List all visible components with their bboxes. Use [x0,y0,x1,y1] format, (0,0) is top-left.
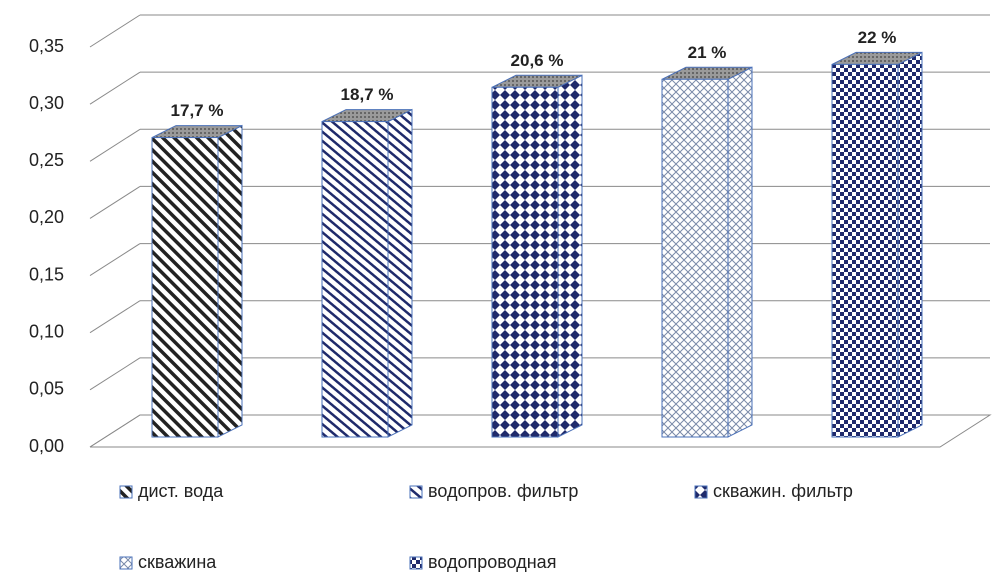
y-tick-label: 0,15 [29,264,64,284]
bar-side [557,74,583,438]
grid-line-side [89,414,141,448]
legend-label: скважин. фильтр [713,481,853,501]
bar [491,86,559,438]
legend-swatch [119,485,133,499]
legend-swatch [694,485,708,499]
bar-annotation: 17,7 % [171,101,224,120]
bar-annotation: 18,7 % [341,85,394,104]
y-tick-label: 0,00 [29,436,64,456]
bar-side [727,66,753,438]
bar [831,63,899,438]
grid-line-side [89,243,141,276]
grid-line-side [89,186,141,219]
bar [151,137,219,438]
bar-side [387,108,413,438]
y-tick-label: 0,30 [29,93,64,113]
bar-side [217,124,243,438]
grid-line-side [89,14,141,48]
legend-swatch [119,556,133,570]
y-tick-label: 0,35 [29,36,64,56]
y-tick-label: 0,25 [29,150,64,170]
grid-line-side [89,71,141,105]
grid-line-side [89,128,141,162]
legend-label: дист. вода [138,481,224,501]
y-tick-label: 0,10 [29,321,64,341]
grid-line-side [89,300,141,334]
legend-label: скважина [138,552,217,572]
bar [661,78,729,438]
bar-side [897,51,923,438]
y-tick-label: 0,05 [29,379,64,399]
legend-swatch [409,556,423,570]
bar [321,121,389,438]
grid-line-side [89,357,141,391]
y-tick-label: 0,20 [29,207,64,227]
bar-annotation: 22 % [858,28,897,47]
bar-annotation: 20,6 % [511,51,564,70]
legend-swatch [409,485,423,499]
legend-label: водопров. фильтр [428,481,578,501]
bar-annotation: 21 % [688,43,727,62]
legend-label: водопроводная [428,552,556,572]
